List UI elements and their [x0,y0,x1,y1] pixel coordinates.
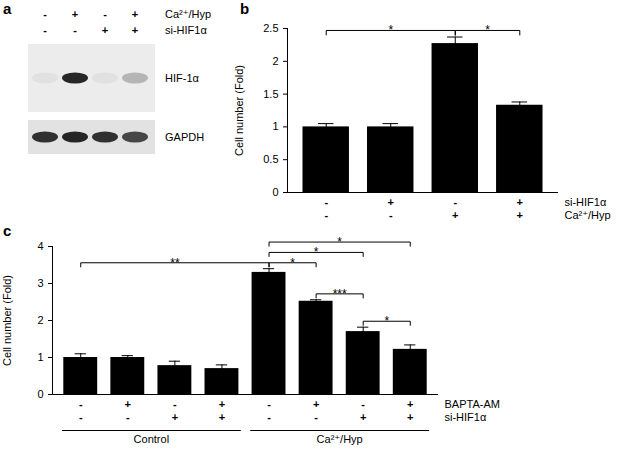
svg-text:0: 0 [272,186,278,198]
svg-text:Cell number (Fold): Cell number (Fold) [233,65,245,156]
svg-text:si-HIF1α: si-HIF1α [165,24,207,36]
svg-text:Cell number (Fold): Cell number (Fold) [1,275,13,366]
svg-text:+: + [407,398,413,410]
svg-text:si-HIF1α: si-HIF1α [565,196,607,208]
svg-text:1: 1 [272,120,278,132]
html-text:c: c [3,222,12,239]
svg-text:-: - [361,398,365,410]
svg-text:-: - [389,209,393,221]
svg-text:Control: Control [134,433,169,445]
svg-text:0: 0 [37,388,43,400]
svg-text:+: + [219,398,225,410]
svg-text:1: 1 [37,351,43,363]
svg-text:*: * [290,256,295,270]
svg-text:0.5: 0.5 [263,153,278,165]
svg-text:*: * [384,314,389,328]
svg-text:Ca²⁺/Hyp: Ca²⁺/Hyp [317,433,363,445]
svg-text:-: - [126,411,130,423]
svg-text:+: + [72,8,78,20]
svg-text:2.5: 2.5 [263,22,278,34]
svg-text:***: *** [333,287,347,301]
svg-text:-: - [324,209,328,221]
svg-text:*: * [337,235,342,249]
svg-text:-: - [267,398,271,410]
svg-text:+: + [172,411,178,423]
svg-text:+: + [102,24,108,36]
svg-text:+: + [517,196,523,208]
svg-text:**: ** [170,256,180,270]
svg-text:+: + [388,196,394,208]
svg-text:+: + [517,209,523,221]
svg-text:+: + [313,398,319,410]
svg-text:2: 2 [272,55,278,67]
svg-text:BAPTA-AM: BAPTA-AM [445,398,500,410]
svg-text:-: - [453,196,457,208]
svg-text:+: + [360,411,366,423]
svg-text:-: - [103,8,107,20]
svg-text:+: + [407,411,413,423]
svg-text:-: - [267,411,271,423]
svg-text:+: + [132,24,138,36]
svg-text:+: + [452,209,458,221]
svg-text:-: - [324,196,328,208]
svg-text:*: * [314,245,319,259]
svg-text:-: - [79,411,83,423]
svg-text:si-HIF1α: si-HIF1α [445,411,487,423]
svg-text:+: + [132,8,138,20]
svg-text:-: - [73,24,77,36]
svg-text:-: - [79,398,83,410]
svg-text:3: 3 [37,277,43,289]
html-text:b: b [240,0,250,17]
svg-text:-: - [314,411,318,423]
svg-text:HIF-1α: HIF-1α [165,72,200,84]
svg-text:-: - [43,8,47,20]
svg-text:GAPDH: GAPDH [165,131,204,143]
svg-text:+: + [219,411,225,423]
svg-text:4: 4 [37,240,43,252]
svg-text:2: 2 [37,314,43,326]
svg-text:-: - [173,398,177,410]
svg-text:1.5: 1.5 [263,88,278,100]
html-text:a: a [3,0,12,17]
svg-text:*: * [388,23,393,37]
svg-text:-: - [43,24,47,36]
svg-text:Ca²⁺/Hyp: Ca²⁺/Hyp [565,209,611,221]
svg-text:Ca²⁺/Hyp: Ca²⁺/Hyp [165,8,211,20]
svg-text:*: * [485,23,490,37]
svg-text:+: + [125,398,131,410]
